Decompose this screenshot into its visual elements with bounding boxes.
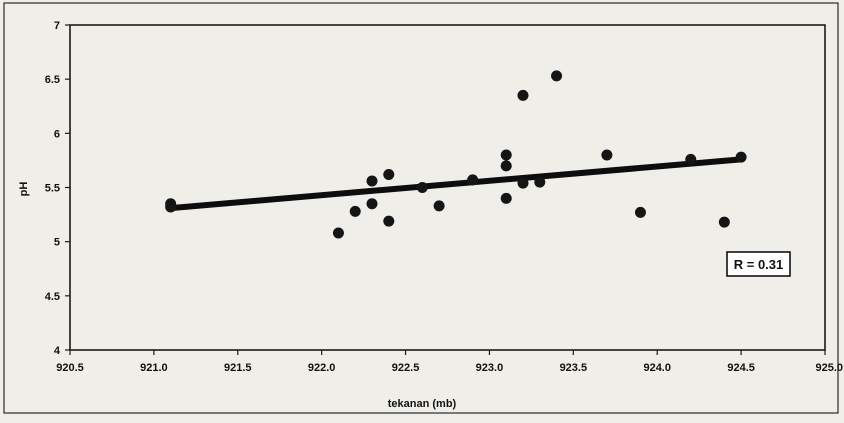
annotation-box [726, 251, 791, 277]
x-tick-label: 922.0 [308, 362, 336, 374]
data-point [467, 174, 479, 186]
data-point [685, 153, 697, 165]
data-point [366, 198, 378, 210]
data-point [416, 182, 428, 193]
data-point [332, 227, 344, 239]
data-point [383, 215, 395, 227]
x-tick-label: 921.0 [140, 362, 168, 374]
x-tick-label: 925.0 [815, 362, 843, 374]
y-tick-label: 6.5 [45, 74, 60, 86]
y-axis: 4 4.5 5 5.5 6 6.5 7 [45, 20, 70, 357]
r-annotation: R = 0.31 [726, 251, 791, 277]
trend-line [170, 156, 742, 212]
data-point [433, 200, 445, 212]
x-tick-label: 922.5 [392, 362, 420, 374]
data-point [551, 70, 563, 82]
y-tick-label: 5.5 [45, 183, 60, 195]
x-tick-label: 924.5 [727, 362, 755, 374]
data-point [500, 160, 512, 172]
y-tick-label: 4 [54, 345, 61, 357]
x-axis-label: tekanan (mb) [388, 398, 457, 410]
data-point [601, 149, 613, 161]
x-tick-label: 920.5 [56, 362, 84, 374]
data-points [165, 70, 747, 239]
data-point [349, 205, 361, 217]
data-point [517, 89, 529, 101]
y-tick-label: 5 [54, 237, 60, 249]
x-axis: 920.5 921.0 921.5 922.0 922.5 923.0 923.5 924.0… [56, 350, 843, 374]
data-point [735, 151, 747, 163]
y-tick-label: 6 [54, 128, 60, 140]
x-tick-label: 921.5 [224, 362, 252, 374]
y-axis-label: pH [18, 182, 30, 197]
data-point [165, 201, 177, 213]
data-point [718, 216, 730, 228]
x-tick-label: 924.0 [643, 362, 671, 374]
outer-frame [3, 2, 839, 414]
data-point [366, 175, 378, 187]
y-tick-label: 4.5 [45, 291, 60, 303]
data-point [383, 169, 395, 180]
y-tick-label: 7 [54, 20, 60, 32]
annotation-label: R = 0.31 [734, 257, 784, 272]
data-point [634, 206, 646, 218]
x-tick-label: 923.5 [560, 362, 588, 374]
data-point [517, 177, 529, 189]
x-tick-label: 923.0 [476, 362, 504, 374]
data-point [500, 149, 512, 161]
data-point [534, 176, 546, 188]
data-point [500, 192, 512, 204]
